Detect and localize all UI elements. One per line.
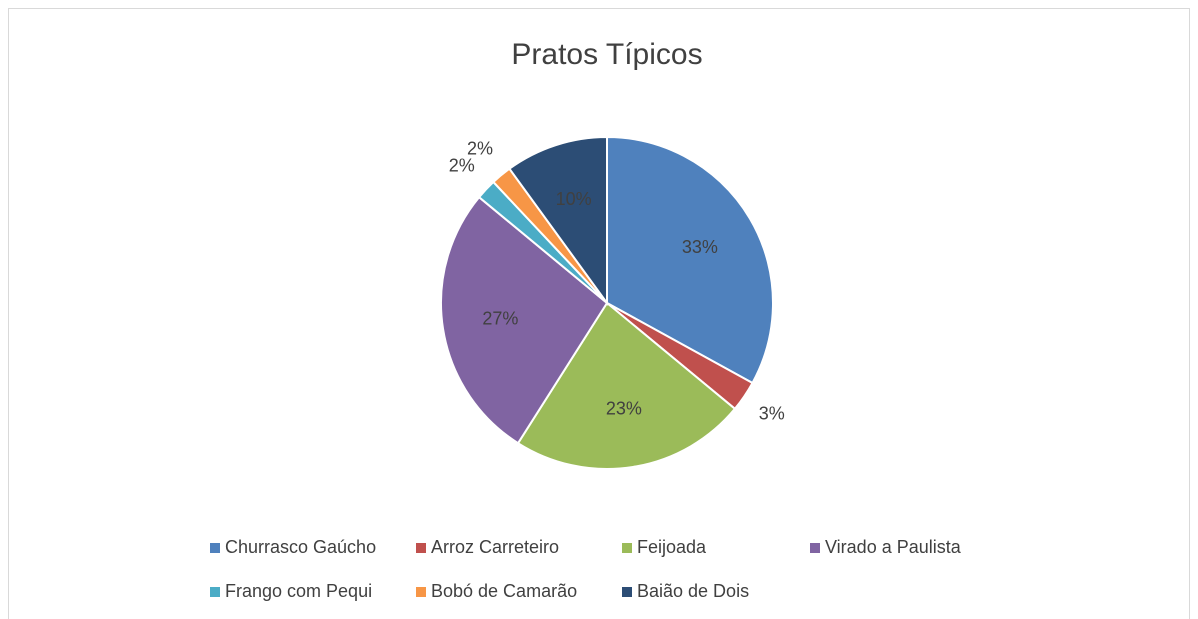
data-label: 2%: [467, 138, 493, 158]
legend-swatch: [210, 543, 220, 553]
data-label: 27%: [482, 309, 518, 329]
pie-slice: [508, 135, 608, 307]
pie-slice: [440, 195, 609, 445]
pie-slice: [516, 301, 737, 470]
data-label: 3%: [759, 404, 785, 424]
legend-label: Frango com Pequi: [225, 581, 372, 601]
pie-slice: [606, 135, 774, 385]
data-label: 23%: [606, 398, 642, 418]
legend-label: Virado a Paulista: [825, 537, 962, 557]
legend-label: Churrasco Gaúcho: [225, 537, 376, 557]
data-label: 2%: [449, 155, 475, 175]
legend-label: Bobó de Camarão: [431, 581, 577, 601]
legend-swatch: [416, 587, 426, 597]
legend-swatch: [622, 543, 632, 553]
legend-label: Feijoada: [637, 537, 707, 557]
legend-swatch: [416, 543, 426, 553]
legend-label: Arroz Carreteiro: [431, 537, 559, 557]
legend-swatch: [210, 587, 220, 597]
legend-label: Baião de Dois: [637, 581, 749, 601]
legend-swatch: [810, 543, 820, 553]
legend-swatch: [622, 587, 632, 597]
data-label: 10%: [556, 189, 592, 209]
data-label: 33%: [682, 237, 718, 257]
chart-title: Pratos Típicos: [511, 38, 702, 71]
